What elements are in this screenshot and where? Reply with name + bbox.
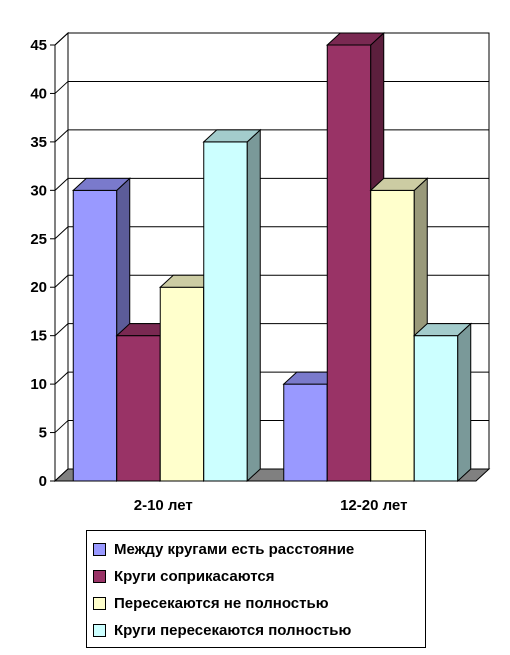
bar-top xyxy=(412,323,473,337)
legend: Между кругами есть расстояние Круги сопри… xyxy=(86,530,426,648)
bar-side xyxy=(457,322,472,483)
gridline-depth xyxy=(54,371,69,385)
y-tick-label: 35 xyxy=(30,134,47,151)
gridline-depth xyxy=(54,32,69,46)
bar-top xyxy=(71,177,132,191)
y-tick-label: 45 xyxy=(30,37,47,54)
legend-label: Круги соприкасаются xyxy=(114,567,275,585)
y-tick-label: 20 xyxy=(30,279,47,296)
gridline-depth xyxy=(54,274,69,288)
y-tick-label: 30 xyxy=(30,182,47,199)
bar xyxy=(283,383,328,482)
bar xyxy=(72,189,118,482)
x-tick-label: 2-10 лет xyxy=(134,497,193,514)
gridline-depth xyxy=(54,177,69,191)
y-axis xyxy=(50,44,56,482)
y-tick-label: 15 xyxy=(30,328,47,345)
bar xyxy=(370,189,415,482)
bar-top xyxy=(325,32,386,46)
legend-swatch xyxy=(93,569,106,583)
bar xyxy=(326,44,372,482)
bar xyxy=(116,335,161,482)
legend-swatch xyxy=(93,623,106,637)
bar-side xyxy=(246,128,261,483)
y-tick-label: 10 xyxy=(30,376,47,393)
legend-label: Между кругами есть расстояние xyxy=(114,540,355,558)
gridline-depth xyxy=(54,420,69,433)
y-tick-label: 0 xyxy=(39,473,47,490)
side-wall xyxy=(54,31,69,483)
legend-item: Круги соприкасаются xyxy=(93,566,274,586)
bar xyxy=(413,335,459,482)
gridline-depth xyxy=(54,129,69,143)
legend-label: Пересекаются не полностью xyxy=(114,594,329,612)
legend-label: Круги пересекаются полностью xyxy=(114,621,352,639)
x-tick-label: 12-20 лет xyxy=(340,497,407,514)
legend-swatch xyxy=(93,542,106,556)
bar-top xyxy=(369,177,429,191)
gridline-depth xyxy=(54,323,69,337)
chart: 0 5 10 15 20 25 30 35 40 45 2-10 лет 12-20 лет xyxy=(30,31,491,514)
legend-item: Круги пересекаются полностью xyxy=(93,620,351,640)
gridline-depth xyxy=(54,81,69,94)
y-tick-label: 25 xyxy=(30,231,47,248)
legend-item: Между кругами есть расстояние xyxy=(93,539,354,559)
y-tick-label: 5 xyxy=(39,425,47,442)
bar-top xyxy=(202,129,262,143)
bars xyxy=(71,31,473,483)
y-tick-label: 40 xyxy=(30,85,47,102)
legend-swatch xyxy=(93,596,106,610)
bar xyxy=(159,286,205,482)
gridline-depth xyxy=(54,226,69,240)
x-tick-labels: 2-10 лет 12-20 лет xyxy=(134,497,408,514)
y-tick-labels: 0 5 10 15 20 25 30 35 40 45 xyxy=(30,37,47,490)
bar xyxy=(203,141,248,482)
legend-item: Пересекаются не полностью xyxy=(93,593,329,613)
